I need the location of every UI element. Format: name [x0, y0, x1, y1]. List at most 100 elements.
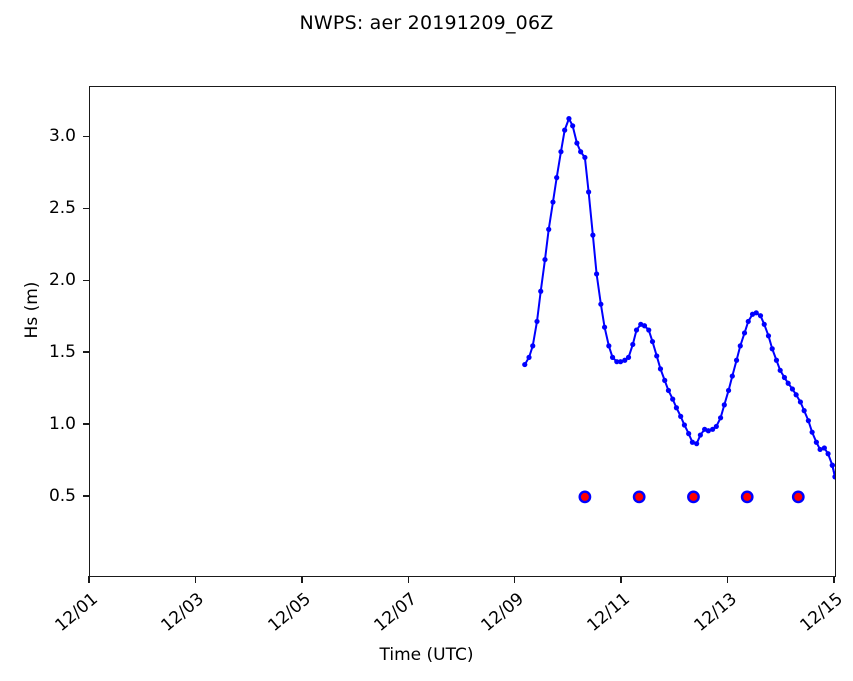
data-point: [670, 396, 676, 402]
data-point: [526, 354, 532, 360]
y-tick-mark: [83, 207, 90, 209]
x-tick-label: 12/15: [796, 589, 847, 636]
data-point: [654, 353, 660, 359]
data-point: [721, 402, 727, 408]
x-tick-mark: [194, 576, 197, 583]
data-point: [805, 418, 811, 424]
data-point: [625, 354, 632, 360]
x-tick-label: 12/05: [264, 589, 315, 636]
x-axis-label: Time (UTC): [379, 645, 474, 665]
data-point: [582, 154, 588, 161]
y-tick-mark: [83, 423, 90, 425]
data-point: [606, 343, 612, 349]
data-point: [686, 431, 692, 437]
data-point: [681, 422, 688, 428]
data-point: [566, 116, 572, 122]
data-point: [534, 318, 540, 325]
data-point: [765, 333, 772, 339]
x-tick-mark: [514, 576, 516, 583]
x-tick-mark: [726, 576, 729, 583]
data-point: [601, 324, 608, 330]
data-point: [574, 140, 580, 146]
data-point: [689, 439, 695, 445]
y-tick-mark: [83, 351, 90, 353]
data-point: [757, 313, 764, 319]
x-tick-label: 12/11: [583, 589, 634, 636]
series-line: [523, 117, 835, 478]
data-point: [550, 199, 556, 205]
data-point: [554, 175, 560, 181]
data-point: [558, 149, 564, 155]
data-point: [745, 318, 751, 325]
y-tick-mark: [83, 279, 90, 281]
data-point: [797, 399, 804, 405]
data-point: [586, 189, 592, 195]
data-point: [662, 377, 668, 383]
data-point: [570, 123, 576, 129]
y-tick-label: 2.5: [48, 198, 76, 219]
series-markers: [829, 462, 835, 480]
data-point: [678, 413, 684, 419]
data-point: [785, 380, 791, 386]
data-point: [832, 474, 835, 480]
x-tick-mark: [301, 576, 303, 583]
data-point: [546, 226, 552, 232]
data-point: [562, 127, 568, 133]
x-tick-mark: [407, 576, 409, 583]
data-point: [710, 426, 716, 432]
x-tick-label: 12/13: [690, 589, 741, 636]
data-point: [657, 366, 664, 372]
data-point: [725, 387, 732, 394]
x-tick-label: 12/09: [477, 589, 528, 636]
data-point: [538, 288, 544, 294]
data-point: [609, 354, 616, 360]
data-point: [825, 451, 831, 457]
data-point: [598, 301, 604, 307]
data-point: [829, 462, 835, 468]
data-point: [694, 441, 700, 447]
plot-area: [89, 86, 836, 577]
data-point: [741, 330, 748, 336]
data-point: [590, 232, 596, 238]
y-tick-label: 1.5: [48, 342, 76, 363]
data-point: [522, 361, 528, 368]
y-axis-label: Hs (m): [22, 281, 42, 339]
data-point: [729, 373, 735, 379]
data-point: [761, 321, 767, 327]
x-tick-mark: [88, 576, 90, 583]
page-title: NWPS: aer 20191209_06Z: [299, 12, 554, 34]
data-point: [705, 428, 711, 434]
observation-point: [791, 490, 805, 504]
data-point: [614, 359, 620, 365]
data-point: [769, 346, 775, 352]
data-point: [578, 149, 584, 155]
data-point: [530, 343, 536, 349]
data-point: [622, 357, 628, 363]
y-tick-mark: [83, 495, 90, 497]
data-point: [781, 374, 788, 381]
data-point: [821, 445, 827, 451]
data-point: [777, 367, 783, 373]
y-tick-label: 2.0: [48, 270, 76, 291]
observation-markers: [578, 490, 805, 504]
plot-svg: [522, 116, 835, 504]
x-tick-label: 12/07: [370, 589, 422, 636]
data-point: [809, 429, 815, 435]
data-point: [633, 327, 640, 333]
data-point: [617, 359, 624, 365]
data-point: [813, 439, 819, 445]
data-point: [733, 357, 740, 363]
x-tick-mark: [620, 576, 622, 583]
y-tick-label: 3.0: [48, 126, 76, 147]
data-point: [717, 415, 724, 421]
x-tick-mark: [833, 576, 835, 583]
data-point: [789, 386, 796, 392]
data-point: [801, 408, 807, 414]
data-point: [673, 405, 680, 411]
y-axis-tick-labels: 0.5 1.0 1.5 2.0 2.5 3.0: [0, 0, 76, 681]
data-point: [594, 271, 600, 277]
observation-point: [740, 490, 754, 504]
x-tick-label: 12/03: [157, 589, 209, 636]
data-point: [697, 432, 703, 438]
